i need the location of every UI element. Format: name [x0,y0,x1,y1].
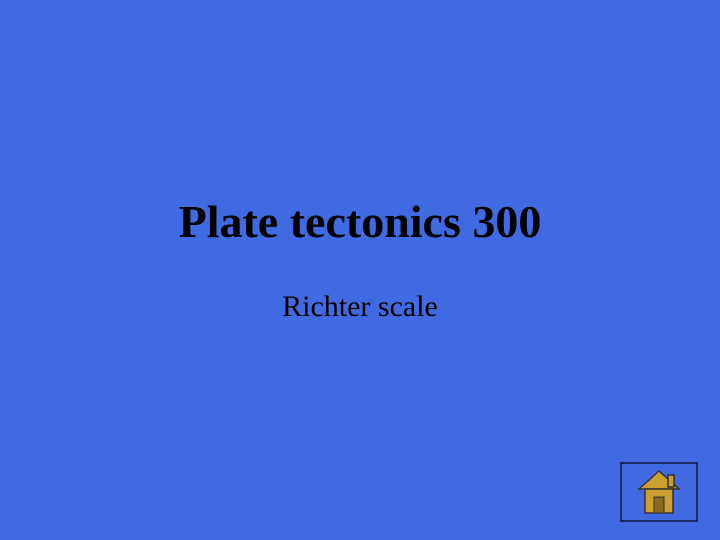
home-button[interactable] [620,462,698,522]
slide-answer: Richter scale [0,290,720,324]
home-icon [634,469,684,515]
slide-title: Plate tectonics 300 [0,195,720,248]
slide-content: Plate tectonics 300 Richter scale [0,195,720,324]
